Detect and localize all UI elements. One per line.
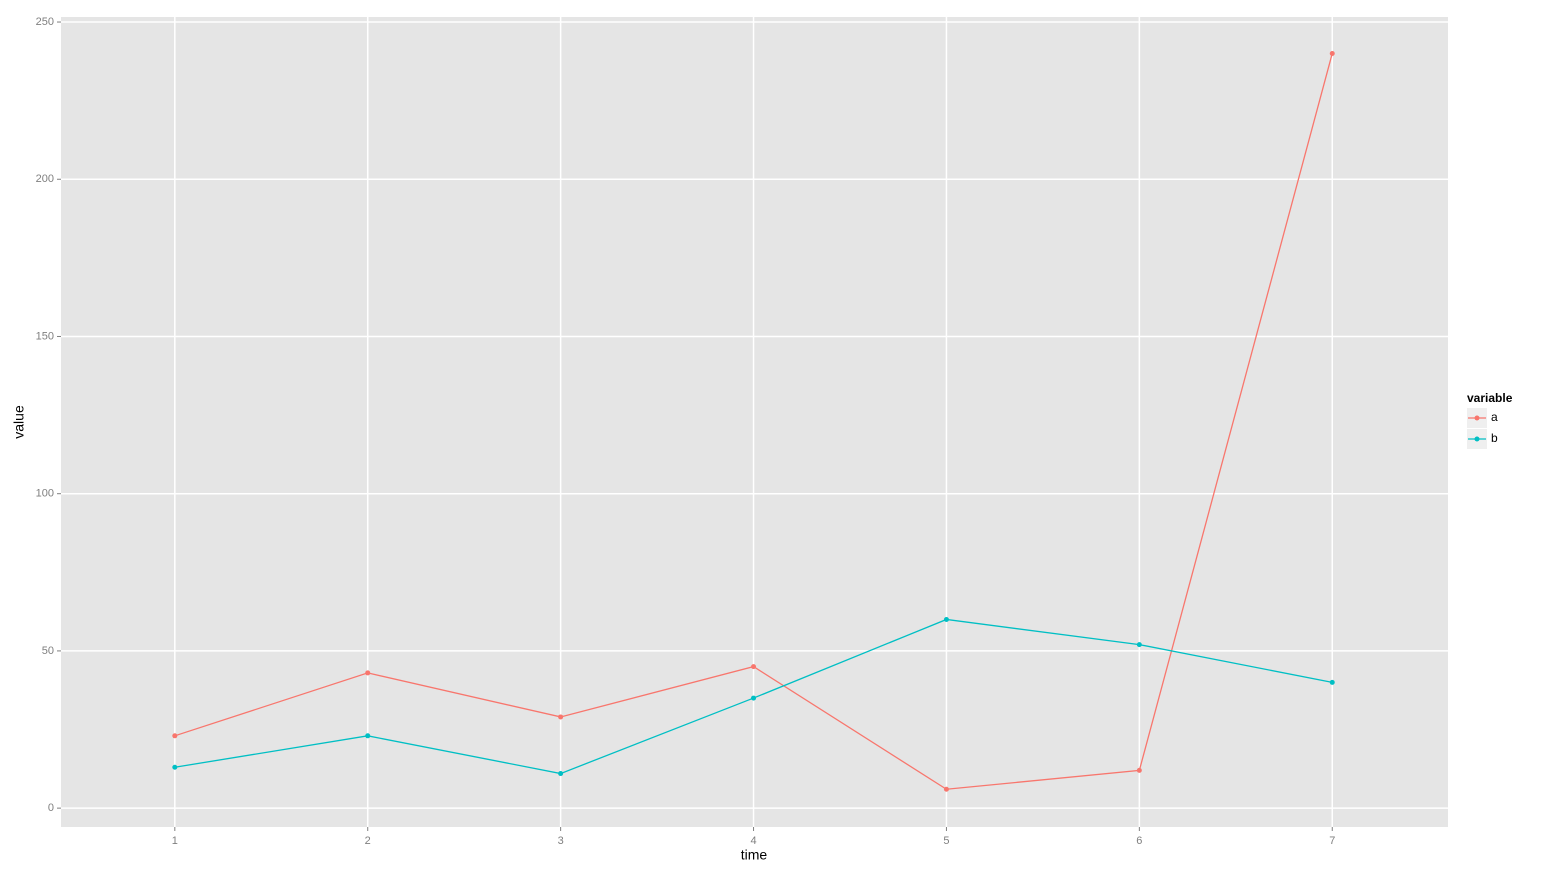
- y-tick-label: 50: [42, 645, 54, 657]
- legend-point: [1474, 415, 1480, 421]
- point: [172, 764, 178, 770]
- y-tick-label: 0: [48, 802, 54, 814]
- point: [943, 616, 949, 622]
- x-tick-label: 2: [365, 835, 371, 847]
- legend-point: [1474, 436, 1480, 442]
- x-tick-label: 1: [172, 835, 178, 847]
- legend-label: a: [1491, 410, 1498, 424]
- y-tick-label: 100: [36, 488, 54, 500]
- x-axis-title: time: [741, 847, 768, 863]
- x-tick-label: 6: [1136, 835, 1142, 847]
- y-tick-label: 200: [36, 173, 54, 185]
- legend-title: variable: [1467, 391, 1513, 405]
- point: [751, 695, 757, 701]
- point: [943, 786, 949, 792]
- point: [751, 664, 757, 670]
- point: [1136, 767, 1142, 773]
- point: [1329, 50, 1335, 56]
- x-tick-label: 3: [558, 835, 564, 847]
- x-tick-label: 7: [1329, 835, 1335, 847]
- point: [172, 733, 178, 739]
- x-tick-label: 5: [943, 835, 949, 847]
- point: [1136, 642, 1142, 648]
- point: [365, 670, 371, 676]
- y-axis-title: value: [11, 405, 27, 439]
- x-tick-label: 4: [750, 835, 756, 847]
- point: [365, 733, 371, 739]
- y-tick-label: 250: [36, 16, 54, 28]
- y-tick-label: 150: [36, 330, 54, 342]
- plot-panel: [61, 17, 1448, 827]
- legend-label: b: [1491, 431, 1498, 445]
- point: [558, 771, 564, 777]
- point: [1329, 679, 1335, 685]
- point: [558, 714, 564, 720]
